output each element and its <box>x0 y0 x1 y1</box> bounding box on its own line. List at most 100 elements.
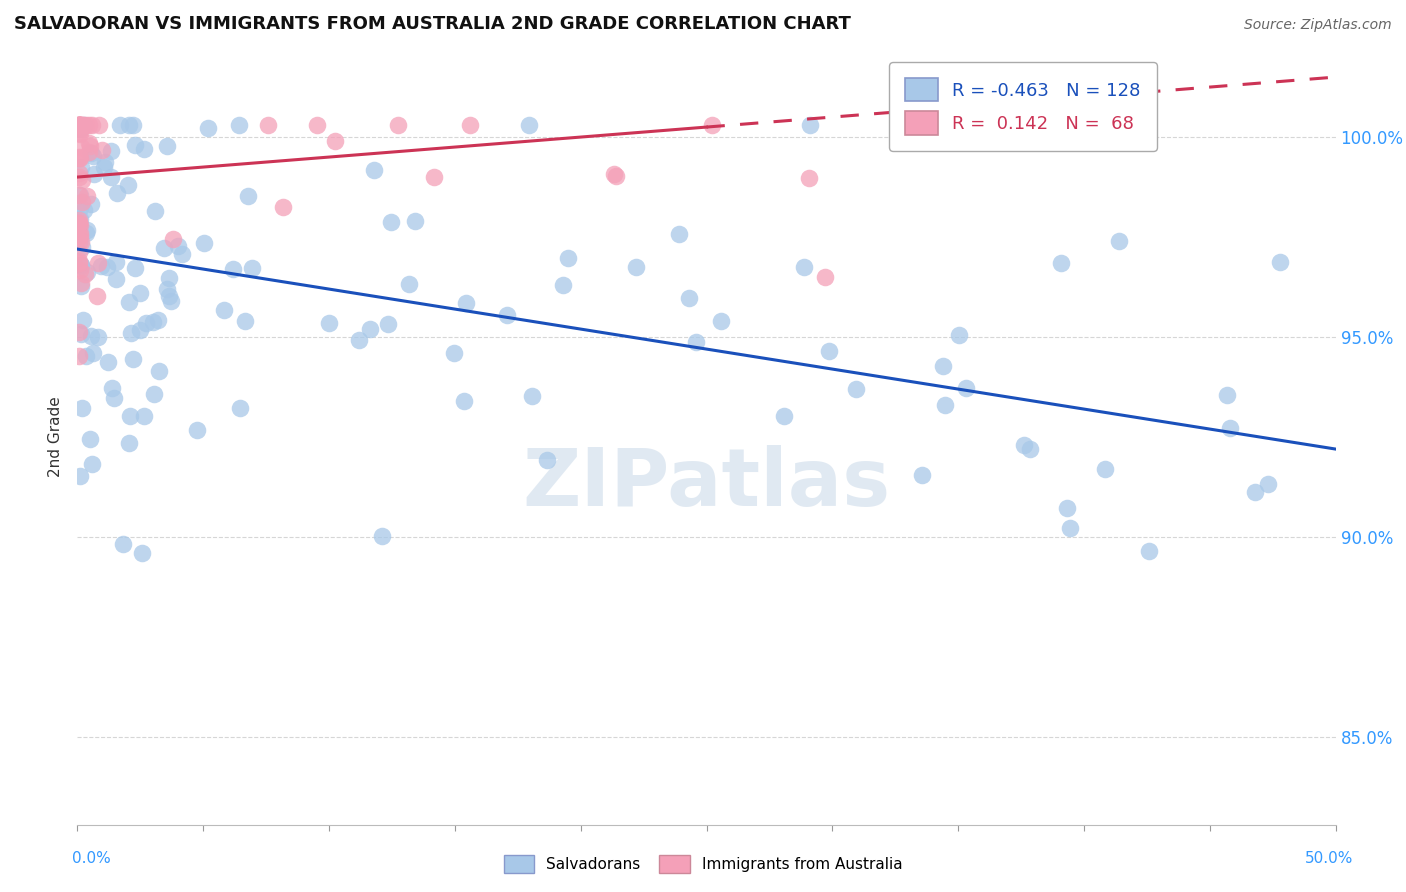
Point <box>143 386 166 401</box>
Point <box>934 398 956 412</box>
Point <box>186 423 208 437</box>
Point <box>69 201 91 215</box>
Point <box>536 453 558 467</box>
Point <box>797 170 820 185</box>
Point <box>72 401 94 416</box>
Point <box>75 350 97 364</box>
Point <box>75 226 97 240</box>
Point <box>932 359 955 373</box>
Point <box>519 118 541 132</box>
Point <box>72 313 94 327</box>
Point <box>67 118 90 132</box>
Point <box>128 323 150 337</box>
Point <box>80 118 103 132</box>
Point <box>305 118 328 132</box>
Point <box>67 118 90 132</box>
Y-axis label: 2nd Grade: 2nd Grade <box>48 397 63 477</box>
Point <box>100 170 122 185</box>
Point <box>73 202 96 217</box>
Point <box>70 139 93 153</box>
Point <box>1243 484 1265 499</box>
Point <box>148 364 170 378</box>
Point <box>97 355 120 369</box>
Point <box>67 118 90 132</box>
Point <box>69 469 91 483</box>
Point <box>108 118 131 132</box>
Point <box>557 251 579 265</box>
Point <box>69 262 91 277</box>
Point <box>120 409 142 423</box>
Point <box>67 118 90 132</box>
Point <box>172 246 194 260</box>
Point <box>93 160 115 174</box>
Point <box>69 235 91 249</box>
Legend: R = -0.463   N = 128, R =  0.142   N =  68: R = -0.463 N = 128, R = 0.142 N = 68 <box>889 62 1157 151</box>
Point <box>76 188 98 202</box>
Point <box>793 260 815 275</box>
Point <box>626 260 648 274</box>
Point <box>1257 476 1279 491</box>
Point <box>117 178 139 193</box>
Point <box>814 269 837 284</box>
Point <box>67 325 90 339</box>
Point <box>1056 500 1078 515</box>
Point <box>70 173 93 187</box>
Point <box>69 258 91 272</box>
Point <box>67 118 90 132</box>
Point <box>458 118 481 132</box>
Point <box>845 382 868 396</box>
Point <box>69 211 91 226</box>
Point <box>69 259 91 273</box>
Point <box>359 322 381 336</box>
Point <box>948 328 970 343</box>
Point <box>101 381 124 395</box>
Point <box>67 213 90 227</box>
Point <box>240 261 263 276</box>
Point <box>212 303 235 318</box>
Point <box>118 435 141 450</box>
Point <box>605 169 627 183</box>
Point <box>1108 234 1130 248</box>
Point <box>69 151 91 165</box>
Point <box>700 118 723 132</box>
Point <box>105 186 128 201</box>
Point <box>772 409 794 423</box>
Point <box>222 262 245 277</box>
Point <box>79 432 101 446</box>
Point <box>453 393 475 408</box>
Point <box>93 155 115 169</box>
Point <box>236 188 259 202</box>
Point <box>67 216 90 230</box>
Point <box>156 282 179 296</box>
Point <box>69 122 91 136</box>
Point <box>77 136 100 150</box>
Point <box>323 134 346 148</box>
Point <box>128 286 150 301</box>
Point <box>496 308 519 322</box>
Point <box>135 316 157 330</box>
Text: 0.0%: 0.0% <box>72 852 111 866</box>
Point <box>67 187 90 202</box>
Point <box>443 345 465 359</box>
Point <box>799 118 821 132</box>
Point <box>603 168 626 182</box>
Point <box>1059 521 1081 535</box>
Point <box>146 312 169 326</box>
Point <box>118 118 141 132</box>
Point <box>124 138 146 153</box>
Point <box>818 344 841 359</box>
Point <box>1050 256 1073 270</box>
Point <box>132 409 155 424</box>
Point <box>91 143 114 157</box>
Point <box>69 188 91 202</box>
Point <box>79 145 101 160</box>
Point <box>363 163 385 178</box>
Point <box>1268 255 1291 269</box>
Point <box>685 334 707 349</box>
Point <box>157 289 180 303</box>
Point <box>67 349 90 363</box>
Point <box>80 329 103 343</box>
Point <box>67 216 90 230</box>
Point <box>162 232 184 246</box>
Point <box>69 226 91 240</box>
